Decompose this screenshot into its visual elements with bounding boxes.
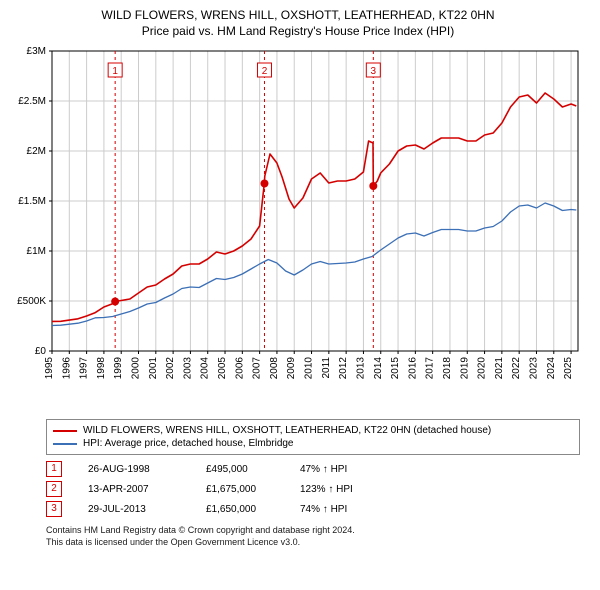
legend-label: HPI: Average price, detached house, Elmb… (83, 438, 294, 449)
sale-marker-box-small: 1 (46, 461, 62, 477)
x-tick-label: 2025 (563, 357, 574, 380)
x-tick-label: 2015 (390, 357, 401, 380)
sale-pct: 47% ↑ HPI (300, 464, 380, 475)
x-tick-label: 2014 (373, 357, 384, 380)
sale-marker-dot (369, 182, 377, 190)
x-tick-label: 2001 (148, 357, 159, 380)
x-tick-label: 2003 (182, 357, 193, 380)
x-tick-label: 2017 (425, 357, 436, 380)
sale-price: £1,675,000 (206, 484, 274, 495)
x-tick-label: 1995 (44, 357, 55, 380)
x-tick-label: 2022 (511, 357, 522, 380)
footnote-line1: Contains HM Land Registry data © Crown c… (46, 525, 580, 537)
x-tick-label: 2009 (286, 357, 297, 380)
x-tick-label: 2021 (494, 357, 505, 380)
chart-plot-area: £0 £500K £1M £1.5M £2M £2.5M £3M 1995 1996 1997 19… (8, 43, 588, 413)
x-tick-label: 2006 (234, 357, 245, 380)
title-line2: Price paid vs. HM Land Registry's House … (8, 24, 588, 40)
y-tick-label: £2M (27, 146, 46, 157)
sale-marker-number: 3 (371, 66, 377, 77)
x-tick-label: 2008 (269, 357, 280, 380)
x-tick-label: 2011 (321, 357, 332, 379)
x-tick-label: 2012 (338, 357, 349, 380)
x-tick-label: 2016 (407, 357, 418, 380)
chart-title: WILD FLOWERS, WRENS HILL, OXSHOTT, LEATH… (8, 8, 588, 39)
sales-row: 3 29-JUL-2013 £1,650,000 74% ↑ HPI (46, 499, 580, 519)
sale-pct: 74% ↑ HPI (300, 504, 380, 515)
footnote-line2: This data is licensed under the Open Gov… (46, 537, 580, 549)
legend-box: WILD FLOWERS, WRENS HILL, OXSHOTT, LEATH… (46, 419, 580, 455)
x-tick-label: 2019 (459, 357, 470, 380)
x-tick-label: 2005 (217, 357, 228, 380)
legend-swatch (53, 443, 77, 445)
x-tick-label: 2010 (304, 357, 315, 380)
y-tick-label: £0 (35, 346, 47, 357)
sale-date: 29-JUL-2013 (88, 504, 180, 515)
x-tick-label: 1996 (61, 357, 72, 380)
legend-swatch (53, 430, 77, 432)
sale-pct: 123% ↑ HPI (300, 484, 380, 495)
sales-row: 2 13-APR-2007 £1,675,000 123% ↑ HPI (46, 479, 580, 499)
sale-marker-number: 2 (262, 66, 268, 77)
chart-svg: £0 £500K £1M £1.5M £2M £2.5M £3M 1995 1996 1997 19… (8, 43, 588, 413)
x-tick-label: 2024 (546, 357, 557, 380)
y-tick-label: £500K (17, 296, 46, 307)
y-tick-label: £1M (27, 246, 46, 257)
footnote: Contains HM Land Registry data © Crown c… (46, 525, 580, 548)
sale-marker-number: 1 (112, 66, 118, 77)
sale-marker-dot (111, 298, 119, 306)
sale-marker-box-small: 2 (46, 481, 62, 497)
legend-row: WILD FLOWERS, WRENS HILL, OXSHOTT, LEATH… (53, 424, 573, 437)
y-tick-label: £1.5M (18, 196, 46, 207)
sale-marker-box-small: 3 (46, 501, 62, 517)
sales-table: 1 26-AUG-1998 £495,000 47% ↑ HPI 2 13-APR-200… (46, 459, 580, 519)
x-tick-label: 2000 (131, 357, 142, 380)
x-tick-label: 2002 (165, 357, 176, 380)
y-tick-label: £2.5M (18, 96, 46, 107)
sale-date: 26-AUG-1998 (88, 464, 180, 475)
x-tick-label: 1998 (96, 357, 107, 380)
x-tick-label: 2023 (528, 357, 539, 380)
x-tick-label: 1999 (113, 357, 124, 380)
legend-row: HPI: Average price, detached house, Elmb… (53, 437, 573, 450)
x-tick-label: 2004 (200, 357, 211, 380)
sale-date: 13-APR-2007 (88, 484, 180, 495)
sale-price: £495,000 (206, 464, 274, 475)
title-line1: WILD FLOWERS, WRENS HILL, OXSHOTT, LEATH… (8, 8, 588, 24)
x-tick-label: 2018 (442, 357, 453, 380)
sale-price: £1,650,000 (206, 504, 274, 515)
legend-label: WILD FLOWERS, WRENS HILL, OXSHOTT, LEATH… (83, 425, 491, 436)
x-tick-label: 2007 (252, 357, 263, 380)
sales-row: 1 26-AUG-1998 £495,000 47% ↑ HPI (46, 459, 580, 479)
x-tick-label: 1997 (79, 357, 90, 380)
x-tick-label: 2013 (355, 357, 366, 380)
sale-marker-dot (260, 180, 268, 188)
y-tick-label: £3M (27, 46, 46, 57)
chart-container: WILD FLOWERS, WRENS HILL, OXSHOTT, LEATH… (0, 0, 600, 590)
x-tick-label: 2020 (477, 357, 488, 380)
